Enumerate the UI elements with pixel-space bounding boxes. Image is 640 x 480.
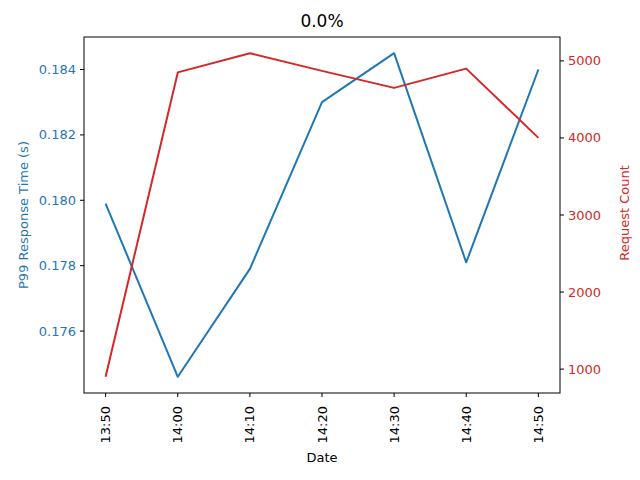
x-tick-label: 14:30 — [387, 406, 402, 443]
left-tick-label: 0.180 — [39, 193, 76, 208]
x-tick-label: 14:20 — [315, 406, 330, 443]
x-tick-label: 14:40 — [459, 406, 474, 443]
x-tick-label: 14:10 — [242, 406, 257, 443]
right-tick-label: 2000 — [568, 285, 601, 300]
plot-area: 0.176 0.178 0.180 0.182 0.184 1000 2000 3000 400… — [0, 0, 640, 480]
chart-title: 0.0% — [300, 11, 343, 31]
right-tick-label: 5000 — [568, 53, 601, 68]
left-tick-label: 0.176 — [39, 324, 76, 339]
x-tick-label: 14:50 — [531, 406, 546, 443]
right-tick-label: 3000 — [568, 208, 601, 223]
left-tick-label: 0.178 — [39, 258, 76, 273]
right-axis-label: Request Count — [617, 165, 632, 261]
x-tick-label: 14:00 — [170, 406, 185, 443]
chart-figure: 0.176 0.178 0.180 0.182 0.184 1000 2000 3000 400… — [0, 0, 640, 480]
right-tick-label: 4000 — [568, 130, 601, 145]
right-tick-label: 1000 — [568, 362, 601, 377]
left-axis-label: P99 Response Time (s) — [16, 141, 31, 289]
left-tick-label: 0.182 — [39, 127, 76, 142]
x-axis-label: Date — [306, 450, 337, 465]
x-tick-label: 13:50 — [98, 406, 113, 443]
left-tick-label: 0.184 — [39, 62, 76, 77]
